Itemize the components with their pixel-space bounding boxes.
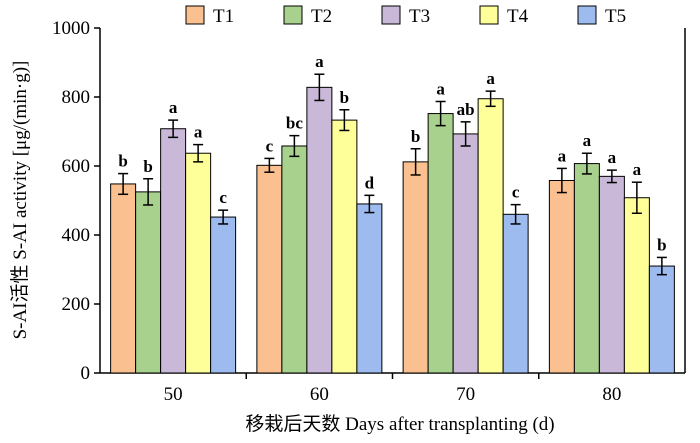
error-bar xyxy=(410,148,421,176)
legend-swatch xyxy=(577,5,597,25)
y-tick-label: 400 xyxy=(62,225,91,246)
bar-t3-70 xyxy=(452,133,479,374)
error-bar xyxy=(193,143,204,163)
legend-label: T4 xyxy=(507,6,529,27)
x-tick-label: 80 xyxy=(602,384,621,405)
legend: T1 T2 T3 T4 T5 xyxy=(185,5,626,27)
bar-t5-50 xyxy=(210,216,237,374)
significance-label: a xyxy=(315,52,324,71)
error-bar xyxy=(143,178,154,206)
x-tick-label: 70 xyxy=(456,384,475,405)
legend-item-t5: T5 xyxy=(577,5,626,27)
significance-label: bc xyxy=(286,114,303,133)
legend-swatch xyxy=(479,5,499,25)
error-bar xyxy=(556,167,567,194)
error-bar xyxy=(606,169,617,184)
error-bar xyxy=(118,172,129,196)
significance-label: c xyxy=(266,136,274,155)
legend-label: T1 xyxy=(213,6,234,27)
significance-label: b xyxy=(143,157,152,176)
legend-label: T3 xyxy=(409,6,430,27)
error-bar xyxy=(631,181,642,215)
bars xyxy=(110,86,675,374)
error-bar xyxy=(581,152,592,175)
bar-t1-60 xyxy=(256,164,283,374)
error-bar xyxy=(314,73,325,102)
error-bar xyxy=(289,134,300,158)
bar-t2-70 xyxy=(427,113,454,374)
legend-swatch xyxy=(283,5,303,25)
significance-label: b xyxy=(657,235,666,254)
error-bar xyxy=(510,203,521,225)
significance-label: c xyxy=(512,183,520,202)
bar-t3-60 xyxy=(306,86,333,374)
error-bar xyxy=(364,194,375,214)
y-tick-label: 0 xyxy=(81,363,91,384)
legend-item-t1: T1 xyxy=(185,5,234,27)
bar-t3-50 xyxy=(160,128,187,374)
error-bar xyxy=(168,119,179,139)
x-tick-label: 60 xyxy=(310,384,329,405)
bar-t4-80 xyxy=(623,197,650,374)
bar-t5-70 xyxy=(502,213,529,374)
error-bar xyxy=(656,256,667,276)
significance-label: a xyxy=(486,69,495,88)
y-axis-title: S-AI活性 S-AI activity [μg/(min·g)] xyxy=(9,61,31,340)
significance-label: a xyxy=(633,160,642,179)
bar-t5-60 xyxy=(356,203,383,374)
y-tick-label: 1000 xyxy=(52,18,90,39)
bar-t4-50 xyxy=(185,152,212,374)
legend-label: T5 xyxy=(605,6,626,27)
significance-label: a xyxy=(436,79,445,98)
bar-t2-50 xyxy=(135,191,162,374)
significance-label: a xyxy=(583,131,592,150)
error-bar xyxy=(435,100,446,127)
significance-label: ab xyxy=(457,100,475,119)
x-tick-label: 50 xyxy=(164,384,183,405)
significance-label: d xyxy=(365,173,375,192)
legend-item-t3: T3 xyxy=(381,5,430,27)
bar-t4-60 xyxy=(331,119,358,374)
error-bar xyxy=(485,90,496,108)
significance-label: b xyxy=(411,127,420,146)
error-bars xyxy=(118,73,667,276)
significance-label: c xyxy=(219,188,227,207)
legend-label: T2 xyxy=(311,6,332,27)
bar-t1-50 xyxy=(110,183,137,374)
bar-t1-80 xyxy=(548,179,575,374)
legend-swatch xyxy=(381,5,401,25)
significance-label: a xyxy=(169,98,178,117)
y-tick-label: 600 xyxy=(62,156,91,177)
y-tick-label: 200 xyxy=(62,294,91,315)
error-bar xyxy=(339,109,350,132)
error-bar xyxy=(218,209,229,225)
bar-t4-70 xyxy=(477,98,504,374)
x-axis-title: 移栽后天数 Days after transplanting (d) xyxy=(245,413,554,435)
significance-label: b xyxy=(340,88,349,107)
significance-label: a xyxy=(608,148,617,167)
significance-label: b xyxy=(118,152,127,171)
significance-label: a xyxy=(194,123,203,142)
y-tick-label: 800 xyxy=(62,87,91,108)
significance-label: a xyxy=(558,146,567,165)
legend-item-t4: T4 xyxy=(479,5,529,27)
bar-t3-80 xyxy=(598,175,625,374)
legend-item-t2: T2 xyxy=(283,5,332,27)
error-bar xyxy=(460,121,471,147)
bar-t1-70 xyxy=(402,161,429,374)
bar-t2-60 xyxy=(281,145,308,374)
legend-swatch xyxy=(185,5,205,25)
bar-t5-80 xyxy=(648,265,675,374)
error-bar xyxy=(264,157,275,173)
bar-t2-80 xyxy=(573,163,600,374)
